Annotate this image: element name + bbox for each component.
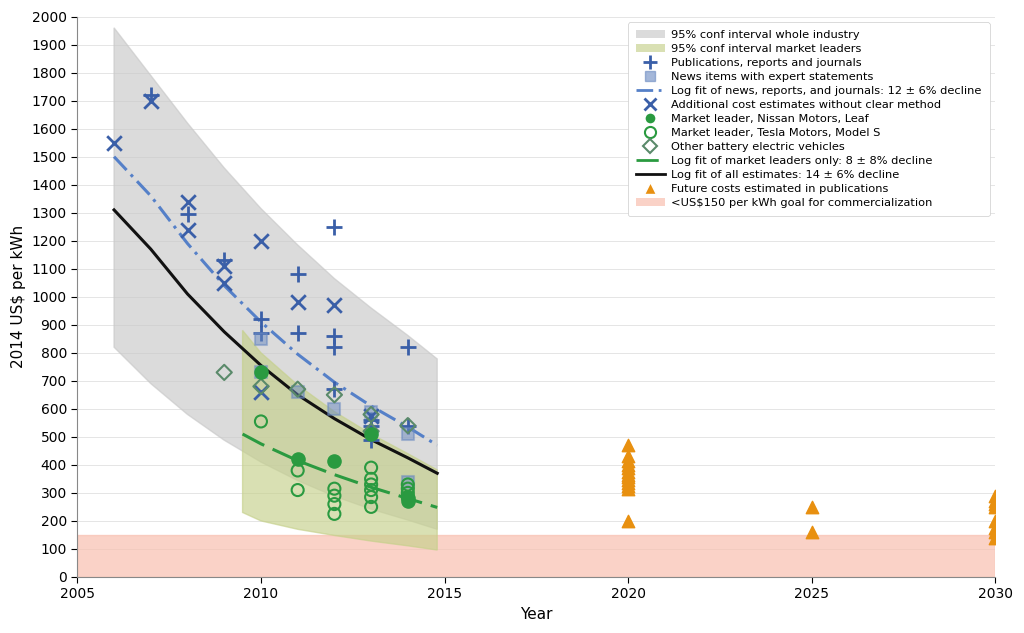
- Point: [216, 261, 232, 271]
- Point: [327, 390, 343, 400]
- Point: [620, 440, 636, 450]
- Point: [987, 532, 1004, 542]
- Point: [253, 367, 269, 377]
- Point: [290, 485, 306, 495]
- Point: [987, 516, 1004, 526]
- Point: [620, 460, 636, 470]
- Point: [399, 429, 416, 439]
- Point: [142, 90, 159, 100]
- Point: [327, 331, 343, 341]
- Point: [216, 278, 232, 288]
- Point: [253, 381, 269, 391]
- Point: [399, 342, 416, 352]
- Point: [987, 499, 1004, 509]
- Point: [327, 509, 343, 519]
- Point: [327, 300, 343, 310]
- Point: [987, 502, 1004, 512]
- Point: [362, 492, 379, 502]
- Point: [987, 491, 1004, 501]
- Point: [399, 477, 416, 487]
- Point: [987, 496, 1004, 506]
- Point: [620, 478, 636, 488]
- Point: [216, 255, 232, 265]
- Point: [290, 454, 306, 465]
- Polygon shape: [243, 330, 437, 550]
- Point: [362, 473, 379, 484]
- Y-axis label: 2014 US$ per kWh: 2014 US$ per kWh: [11, 225, 26, 368]
- Point: [290, 269, 306, 279]
- Point: [327, 342, 343, 352]
- Point: [362, 435, 379, 445]
- Point: [290, 387, 306, 397]
- Point: [620, 451, 636, 461]
- Point: [327, 499, 343, 509]
- Point: [327, 384, 343, 394]
- Point: [987, 527, 1004, 537]
- Point: [399, 493, 416, 503]
- Point: [253, 328, 269, 338]
- Point: [362, 406, 379, 417]
- Point: [362, 420, 379, 430]
- Point: [620, 475, 636, 486]
- Point: [253, 387, 269, 397]
- Point: [362, 502, 379, 512]
- Point: [362, 479, 379, 489]
- Point: [620, 456, 636, 466]
- Point: [327, 491, 343, 501]
- X-axis label: Year: Year: [520, 607, 553, 622]
- Point: [620, 472, 636, 482]
- Point: [620, 516, 636, 526]
- Point: [362, 411, 379, 421]
- Point: [290, 465, 306, 475]
- Point: [362, 429, 379, 439]
- Polygon shape: [114, 28, 437, 529]
- Point: [253, 367, 269, 377]
- Point: [399, 420, 416, 430]
- Point: [179, 225, 196, 235]
- Point: [620, 463, 636, 473]
- Legend: 95% conf interval whole industry, 95% conf interval market leaders, Publications: 95% conf interval whole industry, 95% co…: [628, 22, 989, 216]
- Point: [362, 410, 379, 420]
- Point: [179, 196, 196, 206]
- Point: [142, 96, 159, 106]
- Point: [327, 456, 343, 466]
- Point: [253, 314, 269, 324]
- Point: [179, 209, 196, 219]
- Point: [399, 484, 416, 494]
- Point: [804, 502, 820, 512]
- Point: [290, 384, 306, 394]
- Point: [290, 328, 306, 338]
- Point: [399, 479, 416, 489]
- Point: [216, 367, 232, 377]
- Point: [620, 481, 636, 491]
- Point: [362, 426, 379, 436]
- Point: [327, 404, 343, 414]
- Point: [987, 523, 1004, 533]
- Point: [620, 484, 636, 494]
- Point: [620, 470, 636, 480]
- Point: [362, 415, 379, 425]
- Point: [399, 492, 416, 502]
- Bar: [78, 535, 995, 577]
- Point: [362, 463, 379, 473]
- Point: [399, 488, 416, 498]
- Point: [399, 496, 416, 506]
- Point: [362, 485, 379, 495]
- Point: [804, 527, 820, 537]
- Point: [253, 235, 269, 246]
- Point: [253, 334, 269, 344]
- Point: [253, 417, 269, 427]
- Point: [399, 420, 416, 430]
- Point: [327, 222, 343, 232]
- Point: [105, 137, 122, 147]
- Point: [620, 467, 636, 477]
- Point: [290, 298, 306, 308]
- Point: [327, 484, 343, 494]
